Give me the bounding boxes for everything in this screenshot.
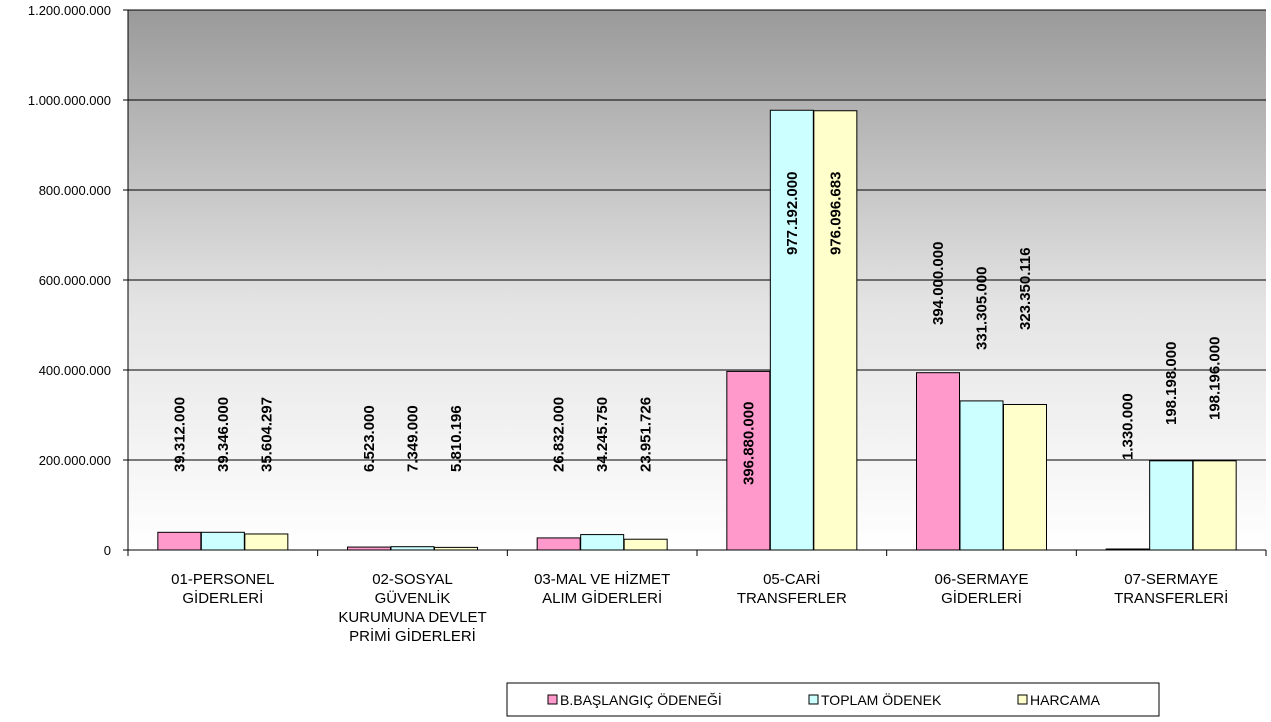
data-label: 198.198.000 [1163, 342, 1180, 425]
bar [580, 534, 625, 551]
x-category-label: 06-SERMAYE [935, 571, 1029, 588]
data-labels: 39.312.000 39.346.000 35.604.297 6.523.000 7… [171, 172, 1223, 485]
data-label: 5.810.196 [448, 405, 465, 472]
legend-box [506, 682, 1160, 717]
bar [769, 109, 814, 551]
data-label: 976.096.683 [827, 172, 844, 255]
bar [1149, 460, 1194, 551]
data-label: 26.832.000 [551, 397, 568, 472]
x-category-label: ALIM GİDERLERİ [542, 589, 662, 607]
bar [157, 531, 202, 551]
legend-swatch [808, 694, 819, 705]
legend-swatch [1017, 694, 1028, 705]
legend-label: TOPLAM ÖDENEK [821, 691, 942, 708]
bar [813, 110, 858, 551]
data-label: 39.312.000 [171, 397, 188, 472]
bar [726, 370, 771, 551]
bars [157, 109, 1237, 551]
data-label: 1.330.000 [1120, 393, 1137, 460]
data-label: 331.305.000 [974, 267, 991, 350]
legend-label: B.BAŞLANGIÇ ÖDENEĞİ [560, 691, 722, 708]
data-label: 394.000.000 [930, 242, 947, 325]
data-label: 323.350.116 [1017, 247, 1034, 330]
x-category-label: TRANSFERLERİ [1114, 589, 1228, 607]
x-category-label: PRİMİ GİDERLERİ [349, 627, 476, 645]
axes: 0 200.000.000 400.000.000 600.000.000 800.00… [28, 3, 1267, 645]
data-label: 7.349.000 [405, 405, 422, 472]
x-category-label: TRANSFERLER [737, 590, 847, 607]
y-tick-label: 800.000.000 [39, 183, 111, 198]
y-tick-label: 1.200.000.000 [28, 3, 111, 18]
x-category-label: GİDERLERİ [182, 589, 263, 607]
gridlines [128, 9, 1266, 461]
legend-swatch [547, 694, 558, 705]
x-category-label: KURUMUNA DEVLET [338, 609, 486, 626]
data-label: 39.346.000 [215, 397, 232, 472]
y-tick-label: 1.000.000.000 [28, 93, 111, 108]
data-label: 6.523.000 [361, 405, 378, 472]
y-tick-label: 0 [104, 543, 111, 558]
y-tick-label: 600.000.000 [39, 273, 111, 288]
x-category-label: GÜVENLİK [375, 589, 451, 607]
bar [1003, 403, 1047, 551]
bar [244, 533, 289, 551]
y-tick-label: 200.000.000 [39, 453, 111, 468]
data-label: 35.604.297 [258, 397, 275, 472]
legend-label: HARCAMA [1030, 692, 1101, 708]
data-label: 34.245.750 [594, 397, 611, 472]
y-tick-label: 400.000.000 [39, 363, 111, 378]
data-label: 23.951.726 [638, 397, 655, 472]
x-category-label: 03-MAL VE HİZMET [534, 570, 670, 588]
bar [959, 400, 1004, 551]
data-label: 977.192.000 [784, 172, 801, 255]
x-category-label: GİDERLERİ [941, 589, 1022, 607]
data-label: 396.880.000 [740, 402, 757, 485]
x-category-label: 05-CARİ [763, 570, 821, 588]
bar [1192, 460, 1237, 551]
bar [536, 537, 581, 551]
x-category-label: 07-SERMAYE [1124, 571, 1218, 588]
bar [623, 538, 668, 551]
bar [200, 531, 245, 551]
data-label: 198.196.000 [1207, 337, 1224, 420]
x-category-label: 01-PERSONEL [171, 571, 274, 588]
legend: B.BAŞLANGIÇ ÖDENEĞİ TOPLAM ÖDENEK HARCAMA [506, 682, 1160, 717]
x-category-label: 02-SOSYAL [372, 571, 453, 588]
bar [916, 372, 960, 551]
